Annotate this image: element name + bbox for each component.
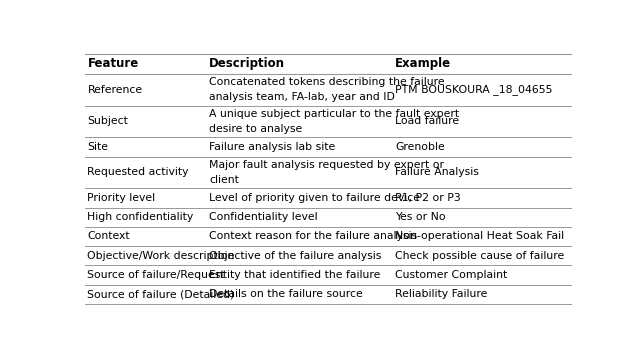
Text: analysis team, FA-lab, year and ID: analysis team, FA-lab, year and ID (209, 92, 395, 102)
Text: Priority level: Priority level (88, 193, 156, 203)
Text: Feature: Feature (88, 57, 139, 71)
Text: P1, P2 or P3: P1, P2 or P3 (395, 193, 461, 203)
Text: Major fault analysis requested by expert or: Major fault analysis requested by expert… (209, 160, 444, 170)
Text: Context reason for the failure analysis: Context reason for the failure analysis (209, 232, 417, 242)
Text: Requested activity: Requested activity (88, 168, 189, 177)
Text: Context: Context (88, 232, 130, 242)
Text: Details on the failure source: Details on the failure source (209, 289, 363, 299)
Text: Description: Description (209, 57, 285, 71)
Text: Non-operational Heat Soak Fail: Non-operational Heat Soak Fail (395, 232, 564, 242)
Text: Concatenated tokens describing the failure: Concatenated tokens describing the failu… (209, 77, 445, 87)
Text: Grenoble: Grenoble (395, 142, 445, 152)
Text: PTM BOUSKOURA _18_04655: PTM BOUSKOURA _18_04655 (395, 84, 552, 95)
Text: Objective of the failure analysis: Objective of the failure analysis (209, 251, 381, 261)
Text: Failure Analysis: Failure Analysis (395, 168, 479, 177)
Text: Subject: Subject (88, 116, 128, 126)
Text: Customer Complaint: Customer Complaint (395, 270, 508, 280)
Text: High confidentiality: High confidentiality (88, 212, 194, 222)
Text: Check possible cause of failure: Check possible cause of failure (395, 251, 564, 261)
Text: Yes or No: Yes or No (395, 212, 445, 222)
Text: Confidentiality level: Confidentiality level (209, 212, 317, 222)
Text: Reference: Reference (88, 85, 143, 95)
Text: A unique subject particular to the fault expert: A unique subject particular to the fault… (209, 109, 459, 119)
Text: desire to analyse: desire to analyse (209, 124, 302, 134)
Text: Load failure: Load failure (395, 116, 459, 126)
Text: Objective/Work description: Objective/Work description (88, 251, 235, 261)
Text: Level of priority given to failure device: Level of priority given to failure devic… (209, 193, 420, 203)
Text: Example: Example (395, 57, 451, 71)
Text: Source of failure/Request: Source of failure/Request (88, 270, 225, 280)
Text: client: client (209, 175, 239, 185)
Text: Source of failure (Detailed): Source of failure (Detailed) (88, 289, 235, 299)
Text: Entity that identified the failure: Entity that identified the failure (209, 270, 380, 280)
Text: Failure analysis lab site: Failure analysis lab site (209, 142, 335, 152)
Text: Reliability Failure: Reliability Failure (395, 289, 487, 299)
Text: Site: Site (88, 142, 108, 152)
